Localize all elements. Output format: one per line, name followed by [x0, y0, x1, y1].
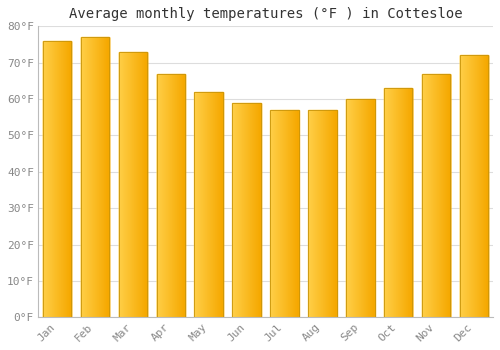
Bar: [43, 41, 72, 317]
Bar: [384, 88, 412, 317]
Bar: [194, 92, 223, 317]
Bar: [422, 74, 450, 317]
Bar: [460, 55, 488, 317]
Bar: [308, 110, 336, 317]
Bar: [270, 110, 299, 317]
Bar: [346, 99, 374, 317]
Bar: [232, 103, 261, 317]
Title: Average monthly temperatures (°F ) in Cottesloe: Average monthly temperatures (°F ) in Co…: [69, 7, 462, 21]
Bar: [156, 74, 185, 317]
Bar: [118, 52, 147, 317]
Bar: [81, 37, 109, 317]
